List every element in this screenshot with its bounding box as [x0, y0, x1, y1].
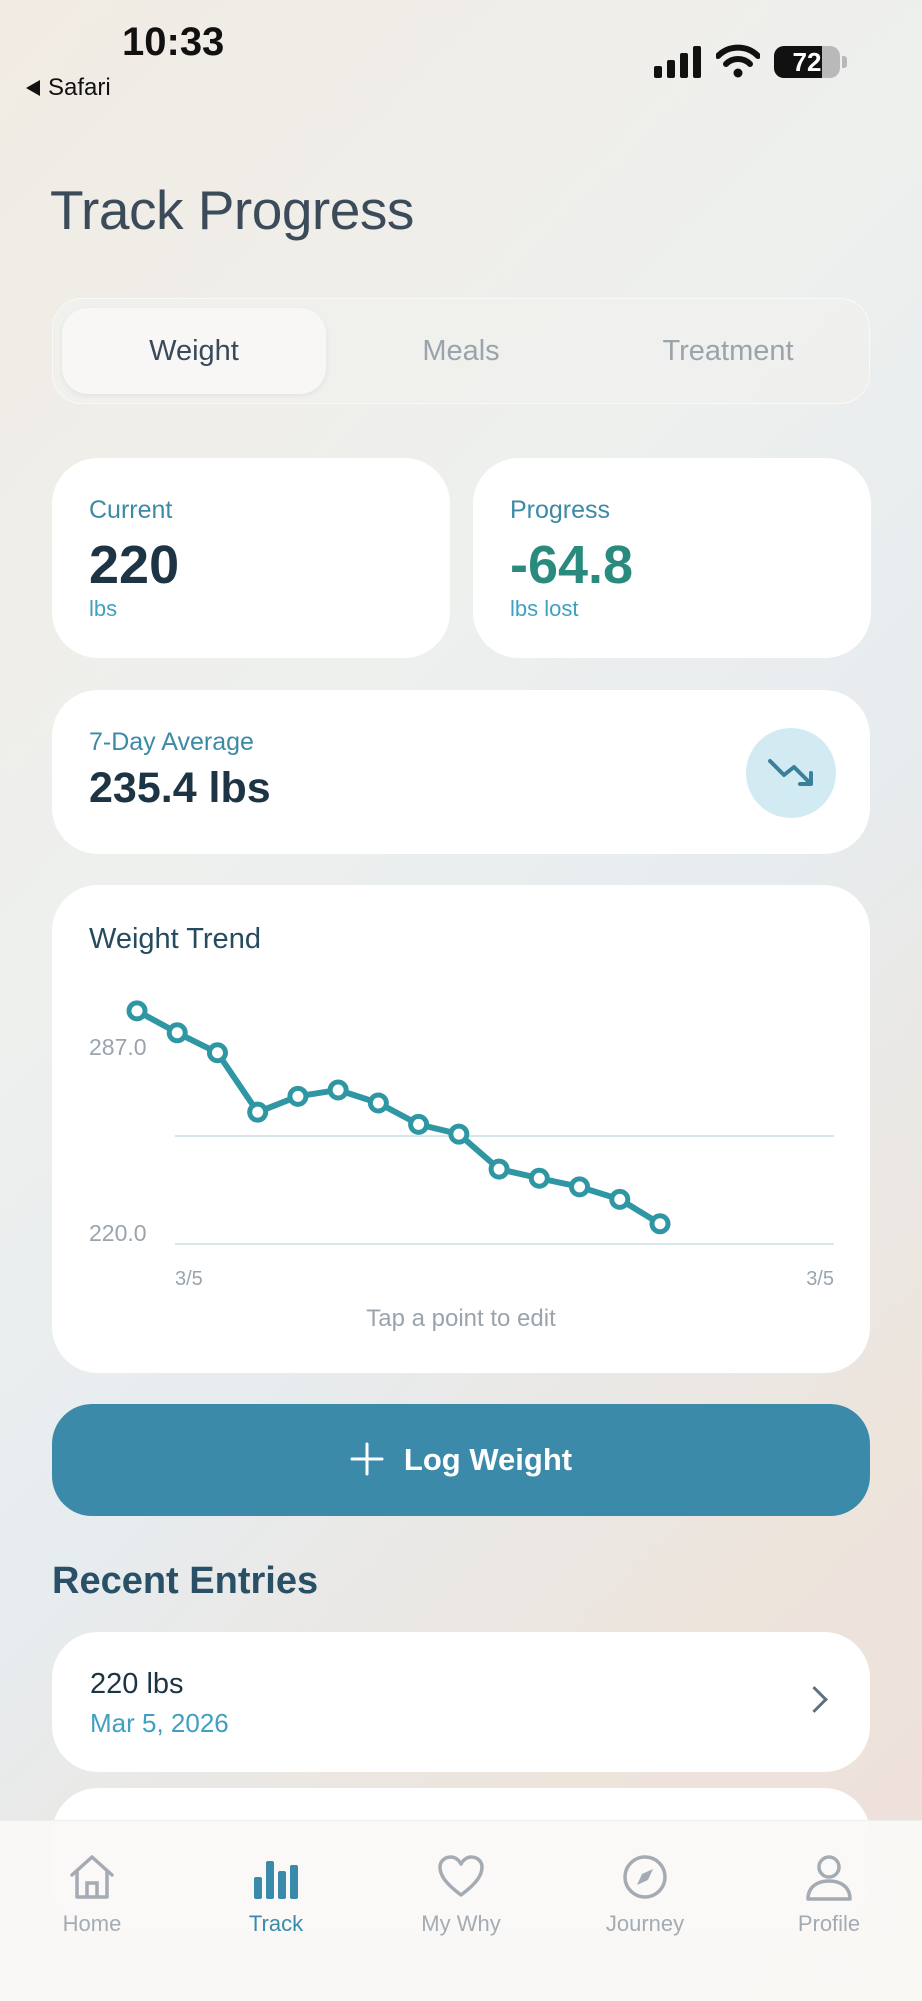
weight-chart[interactable]: 287.0 220.0 3/5 3/5	[52, 885, 870, 1373]
bar-chart-icon	[254, 1861, 298, 1899]
data-point[interactable]	[287, 1085, 309, 1107]
trending-down-icon	[768, 759, 813, 786]
segmented-control: Weight Meals Treatment	[52, 298, 870, 404]
entry-date: Mar 5, 2026	[90, 1708, 229, 1738]
tab-meals[interactable]: Meals	[422, 335, 500, 367]
tab-treatment[interactable]: Treatment	[662, 335, 794, 367]
back-arrow-icon	[26, 80, 40, 96]
entry-row[interactable]: 220 lbs Mar 5, 2026	[52, 1632, 870, 1772]
home-icon	[70, 1855, 114, 1899]
weight-trend-card: Weight Trend 287.0 220.0 3/5 3/5 Tap a p…	[52, 885, 870, 1373]
current-weight-card: Current 220 lbs	[52, 458, 450, 658]
battery-level: 72	[792, 47, 822, 77]
current-unit: lbs	[89, 596, 118, 621]
average-value: 235.4 lbs	[89, 764, 271, 812]
current-label: Current	[89, 496, 173, 524]
nav-track[interactable]: Track	[201, 1851, 351, 1937]
data-point[interactable]	[649, 1213, 671, 1235]
person-icon	[806, 1855, 852, 1901]
x-tick-end: 3/5	[806, 1268, 834, 1290]
back-to-safari[interactable]: Safari	[26, 74, 111, 102]
data-point[interactable]	[448, 1123, 470, 1145]
recent-entries-title: Recent Entries	[52, 1560, 319, 1602]
data-point[interactable]	[609, 1188, 631, 1210]
average-label: 7-Day Average	[89, 728, 254, 756]
log-weight-label: Log Weight	[403, 1442, 573, 1477]
data-point[interactable]	[488, 1158, 510, 1180]
data-point[interactable]	[166, 1022, 188, 1044]
nav-label: Profile	[797, 1911, 861, 1936]
log-weight-button[interactable]: Log Weight	[52, 1404, 870, 1516]
page-title: Track Progress	[50, 179, 414, 241]
nav-label: Journey	[605, 1911, 685, 1936]
tab-weight[interactable]: Weight	[62, 308, 326, 394]
nav-label: My Why	[421, 1911, 501, 1936]
data-point[interactable]	[528, 1167, 550, 1189]
chevron-right-icon	[801, 1686, 828, 1713]
data-point[interactable]	[367, 1092, 389, 1114]
plus-icon	[350, 1442, 384, 1476]
data-point[interactable]	[327, 1079, 349, 1101]
current-value: 220	[89, 535, 180, 595]
entry-weight: 220 lbs	[90, 1668, 184, 1700]
wifi-icon	[716, 44, 760, 78]
nav-journey[interactable]: Journey	[570, 1851, 720, 1937]
progress-unit: lbs lost	[510, 596, 579, 621]
trend-indicator	[746, 728, 836, 818]
y-tick-top: 287.0	[89, 1034, 147, 1060]
x-tick-start: 3/5	[175, 1268, 203, 1290]
signal-icon	[654, 46, 701, 78]
nav-my-why[interactable]: My Why	[386, 1851, 536, 1937]
data-point[interactable]	[206, 1042, 228, 1064]
data-point[interactable]	[408, 1113, 430, 1135]
compass-icon	[623, 1855, 667, 1899]
bottom-tab-bar: Home Track My Why Journey Profile	[0, 1820, 922, 2001]
back-label: Safari	[48, 74, 111, 101]
data-point[interactable]	[126, 1000, 148, 1022]
battery-tip	[842, 56, 847, 68]
progress-card: Progress -64.8 lbs lost	[473, 458, 871, 658]
data-point[interactable]	[247, 1101, 269, 1123]
nav-profile[interactable]: Profile	[754, 1851, 904, 1937]
nav-label: Track	[248, 1911, 304, 1936]
status-time: 10:33	[122, 20, 225, 64]
progress-value: -64.8	[510, 535, 634, 595]
average-card: 7-Day Average 235.4 lbs	[52, 690, 870, 854]
battery-icon: 72	[774, 46, 840, 78]
data-point[interactable]	[569, 1176, 591, 1198]
chart-title: Weight Trend	[89, 923, 261, 955]
nav-label: Home	[62, 1911, 122, 1936]
y-tick-bottom: 220.0	[89, 1220, 147, 1246]
heart-icon	[438, 1855, 484, 1897]
chart-hint: Tap a point to edit	[366, 1305, 556, 1332]
nav-home[interactable]: Home	[17, 1851, 167, 1937]
progress-label: Progress	[510, 496, 611, 524]
